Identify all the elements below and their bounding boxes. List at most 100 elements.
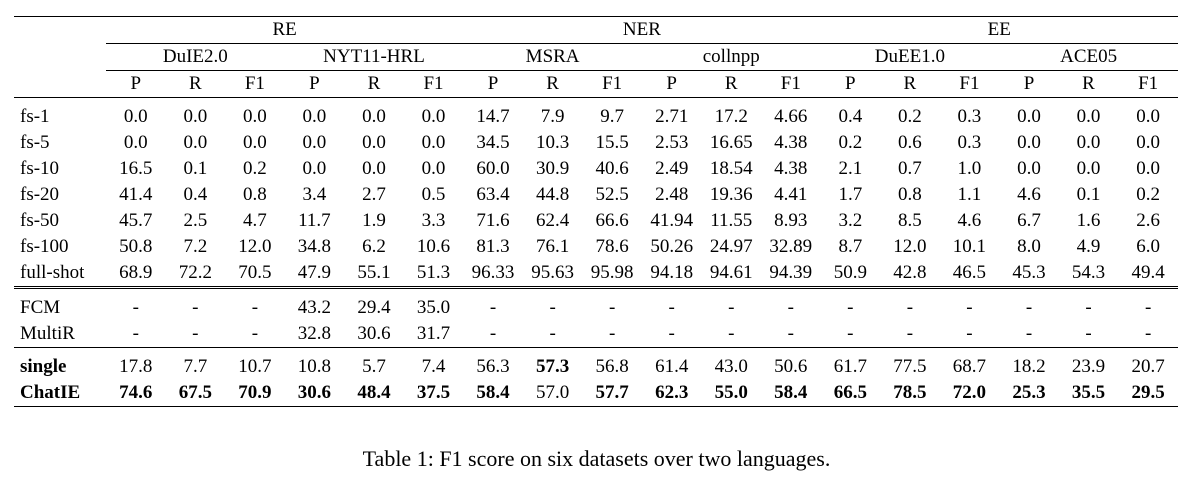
table-cell: - bbox=[880, 321, 940, 348]
table-cell: 0.0 bbox=[1017, 158, 1041, 179]
table-cell: 94.18 bbox=[641, 260, 702, 289]
table-cell: 2.71 bbox=[655, 106, 689, 127]
table-cell: 2.48 bbox=[655, 184, 689, 205]
metric-header: P bbox=[641, 70, 702, 98]
table-cell: - bbox=[999, 321, 1059, 348]
table-cell: 12.0 bbox=[238, 236, 272, 257]
table-cell: 34.8 bbox=[297, 236, 332, 257]
table-cell: 55.1 bbox=[344, 260, 404, 289]
table-cell: - bbox=[251, 297, 259, 318]
metric-header: F1 bbox=[582, 70, 642, 98]
table-cell: 32.89 bbox=[769, 236, 813, 257]
table-cell: 61.4 bbox=[655, 356, 689, 377]
table-cell: 68.7 bbox=[952, 356, 987, 377]
table-cell: 47.9 bbox=[284, 260, 345, 289]
table-cell: 46.5 bbox=[939, 260, 1000, 289]
table-cell: 1.9 bbox=[362, 210, 386, 231]
table-cell: 95.63 bbox=[522, 260, 583, 289]
table-cell: 72.0 bbox=[939, 380, 1000, 407]
table-cell: 0.0 bbox=[1136, 158, 1161, 179]
table-cell: - bbox=[761, 321, 821, 348]
table-row: full-shot 68.9 72.2 70.5 47.9 55.1 51.3 96.33 95… bbox=[14, 260, 1178, 289]
metric-header: R bbox=[880, 70, 940, 98]
dataset-header: collnpp bbox=[641, 43, 821, 71]
table-cell: 32.8 bbox=[284, 321, 345, 348]
table-cell: 7.2 bbox=[183, 236, 208, 257]
table-cell: 24.97 bbox=[709, 236, 753, 257]
table-cell: 0.3 bbox=[957, 106, 982, 127]
table-cell: - bbox=[820, 321, 881, 348]
table-cell: 7.7 bbox=[183, 356, 208, 377]
table-cell: 51.3 bbox=[403, 260, 464, 289]
table-cell: 6.7 bbox=[1017, 210, 1041, 231]
table-cell: 0.7 bbox=[898, 158, 922, 179]
table-cell: 6.0 bbox=[1136, 236, 1161, 257]
table-cell: 1.7 bbox=[838, 184, 863, 205]
table-cell: 55.0 bbox=[701, 380, 762, 407]
metric-header-row: P R F1 P R F1 P R F1 P R F1 P R F1 P R F1 bbox=[14, 70, 1178, 98]
table-cell: - bbox=[847, 297, 854, 318]
table-cell: 41.94 bbox=[650, 210, 694, 231]
table-cell: 0.0 bbox=[1136, 132, 1161, 153]
table-cell: - bbox=[608, 297, 616, 318]
table-cell: 62.3 bbox=[641, 380, 702, 407]
table-cell: - bbox=[641, 321, 702, 348]
table-cell: 10.8 bbox=[297, 356, 332, 377]
table-cell: 11.7 bbox=[298, 210, 331, 231]
table-cell: - bbox=[1058, 321, 1119, 348]
metric-header: P bbox=[284, 70, 345, 98]
table-cell: 62.4 bbox=[535, 210, 570, 231]
table-cell: 4.38 bbox=[774, 158, 808, 179]
table-cell: 94.39 bbox=[761, 260, 821, 289]
table-cell: 11.55 bbox=[710, 210, 753, 231]
table-cell: 57.3 bbox=[535, 356, 570, 377]
table-cell: 25.3 bbox=[999, 380, 1059, 407]
table-row: fs-1 0.0 0.0 0.0 0.0 0.0 0.0 14.7 7.9 9.7 2.71 17.2… bbox=[14, 98, 1178, 131]
dataset-header: DuEE1.0 bbox=[820, 43, 1000, 71]
row-label: FCM bbox=[20, 297, 61, 318]
table-cell: 78.6 bbox=[595, 236, 629, 257]
table-cell: 7.9 bbox=[540, 106, 565, 127]
table-cell: 61.7 bbox=[833, 356, 867, 377]
table-cell: 54.3 bbox=[1058, 260, 1119, 289]
table-cell: - bbox=[966, 297, 973, 318]
table-cell: 18.2 bbox=[1012, 356, 1046, 377]
row-label: fs-5 bbox=[20, 132, 50, 153]
table-cell: 0.0 bbox=[123, 132, 148, 153]
table-cell: - bbox=[787, 297, 794, 318]
table-cell: 1.1 bbox=[957, 184, 982, 205]
table-cell: 58.4 bbox=[761, 380, 821, 407]
corner-cell bbox=[14, 16, 106, 44]
metric-header: P bbox=[463, 70, 523, 98]
table-cell: 45.3 bbox=[999, 260, 1059, 289]
table-cell: 7.4 bbox=[421, 356, 446, 377]
table-row: ChatIE 74.6 67.5 70.9 30.6 48.4 37.5 58.4 57.0 57… bbox=[14, 380, 1178, 407]
task-group-header: NER bbox=[463, 16, 821, 44]
table-cell: 0.0 bbox=[1017, 106, 1041, 127]
results-table: RE NER EE DuIE2.0 NYT11-HRL MSRA collnpp DuEE1… bbox=[14, 16, 1178, 407]
corner-cell bbox=[14, 70, 106, 98]
table-cell: 40.6 bbox=[595, 158, 629, 179]
table-cell: 0.0 bbox=[1017, 132, 1041, 153]
metric-header: R bbox=[522, 70, 583, 98]
table-cell: 50.9 bbox=[820, 260, 881, 289]
table-cell: 0.0 bbox=[421, 158, 446, 179]
table-cell: - bbox=[582, 321, 642, 348]
metric-header: R bbox=[165, 70, 226, 98]
table-cell: 0.6 bbox=[898, 132, 922, 153]
table-cell: 15.5 bbox=[595, 132, 629, 153]
metric-header: P bbox=[999, 70, 1059, 98]
table-cell: 57.0 bbox=[522, 380, 583, 407]
table-cell: 74.6 bbox=[106, 380, 166, 407]
task-group-header: RE bbox=[106, 16, 464, 44]
table-cell: 4.6 bbox=[957, 210, 982, 231]
table-cell: 8.0 bbox=[1017, 236, 1041, 257]
table-cell: 37.5 bbox=[403, 380, 464, 407]
dataset-header: ACE05 bbox=[999, 43, 1178, 71]
table-cell: 9.7 bbox=[600, 106, 625, 127]
dataset-header: DuIE2.0 bbox=[106, 43, 285, 71]
table-cell: 0.1 bbox=[183, 158, 208, 179]
table-cell: 29.5 bbox=[1118, 380, 1178, 407]
table-cell: 67.5 bbox=[165, 380, 226, 407]
table-cell: 0.0 bbox=[362, 158, 386, 179]
